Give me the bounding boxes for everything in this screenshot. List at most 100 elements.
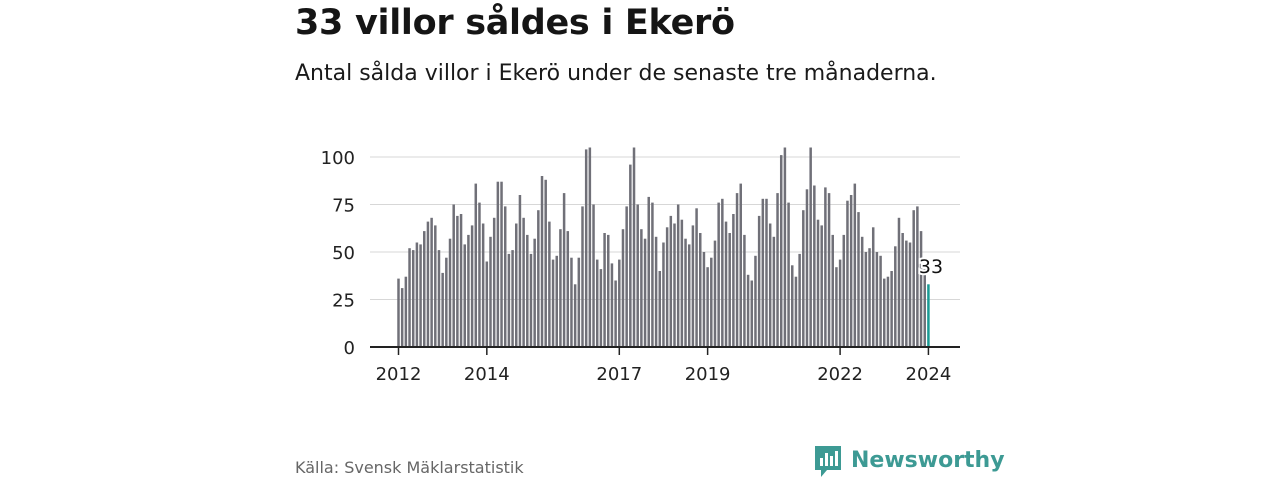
bar — [640, 229, 643, 347]
newsworthy-logo: Newsworthy — [813, 444, 1005, 478]
bar — [687, 244, 691, 347]
x-tick-label: 2022 — [817, 364, 863, 385]
bar — [849, 195, 853, 347]
x-tick-label: 2017 — [596, 364, 642, 385]
bar — [411, 250, 415, 347]
source-note: Källa: Svensk Mäklarstatistik — [295, 458, 524, 477]
bar — [787, 202, 790, 347]
bar — [695, 208, 698, 347]
bar — [397, 278, 400, 347]
x-tick-label: 2024 — [906, 364, 952, 385]
bar — [706, 267, 709, 347]
bar — [916, 206, 919, 347]
bar — [559, 229, 562, 347]
bar — [404, 276, 408, 347]
bar — [434, 225, 437, 347]
bar — [658, 271, 662, 347]
bar — [710, 257, 713, 347]
bar — [607, 234, 610, 347]
bar — [824, 187, 827, 347]
bar-highlight — [927, 284, 930, 347]
chart-subtitle: Antal sålda villor i Ekerö under de sena… — [295, 61, 937, 86]
bar — [732, 214, 735, 347]
bar — [515, 223, 518, 347]
bar — [724, 221, 728, 347]
bar — [599, 269, 603, 347]
bar — [430, 217, 433, 347]
bar — [654, 236, 658, 347]
bar — [761, 198, 765, 347]
x-tick-label: 2012 — [376, 364, 422, 385]
bar — [618, 259, 621, 347]
highlight-value-label: 33 — [919, 256, 943, 278]
bar-chart: 0 25 50 75 100 2012 2014 2017 2019 2022 2024 33 — [321, 147, 960, 385]
bar — [544, 179, 547, 347]
bar — [699, 233, 702, 347]
bar — [647, 196, 650, 347]
bar — [632, 147, 636, 347]
bar — [820, 225, 823, 347]
chart-title: 33 villor såldes i Ekerö — [295, 3, 735, 43]
bar — [691, 225, 695, 347]
x-axis-ticks: 2012 2014 2017 2019 2022 2024 — [376, 347, 952, 385]
bar — [581, 206, 584, 347]
bar — [875, 252, 879, 347]
y-tick-label: 100 — [321, 148, 355, 169]
bar — [603, 233, 606, 347]
x-tick-label: 2014 — [464, 364, 510, 385]
bar — [540, 176, 544, 347]
bar — [765, 198, 768, 347]
bar — [577, 257, 581, 347]
bar — [684, 238, 687, 347]
bar — [456, 215, 459, 347]
y-axis-ticks: 0 25 50 75 100 — [321, 148, 355, 359]
bar — [470, 225, 474, 347]
bar — [636, 204, 639, 347]
bar — [445, 257, 448, 347]
y-tick-label: 75 — [332, 196, 355, 217]
bar — [507, 253, 511, 347]
bar — [570, 257, 573, 347]
bar — [794, 276, 798, 347]
bar — [883, 278, 886, 347]
bar — [768, 223, 772, 347]
bar — [853, 183, 857, 347]
bar — [816, 219, 820, 347]
bar — [735, 193, 739, 347]
bar — [551, 259, 555, 347]
bar — [831, 234, 834, 347]
bar — [676, 204, 680, 347]
bar — [408, 248, 411, 347]
bar — [426, 221, 430, 347]
bar — [908, 242, 912, 347]
bar — [776, 193, 779, 347]
bar — [503, 206, 507, 347]
bar — [846, 200, 849, 347]
y-tick-label: 50 — [332, 243, 355, 264]
bar — [713, 240, 717, 347]
bar — [463, 244, 466, 347]
bar — [912, 210, 915, 347]
bar — [423, 231, 426, 347]
bar — [500, 181, 503, 347]
bar — [791, 265, 794, 347]
bar — [923, 269, 926, 347]
bar — [614, 280, 617, 347]
bar — [750, 280, 754, 347]
bar — [835, 267, 838, 347]
newsworthy-logo-icon — [815, 446, 841, 477]
x-tick-label: 2019 — [685, 364, 731, 385]
bar — [673, 223, 676, 347]
bar — [802, 210, 805, 347]
bar — [643, 238, 647, 347]
bar — [665, 227, 669, 347]
bar — [746, 274, 750, 347]
bars — [397, 147, 930, 347]
bar — [437, 250, 441, 347]
bar — [783, 147, 787, 347]
bar — [662, 242, 665, 347]
bar — [629, 164, 632, 347]
bar — [868, 248, 871, 347]
bar — [905, 240, 908, 347]
bar — [754, 255, 757, 347]
